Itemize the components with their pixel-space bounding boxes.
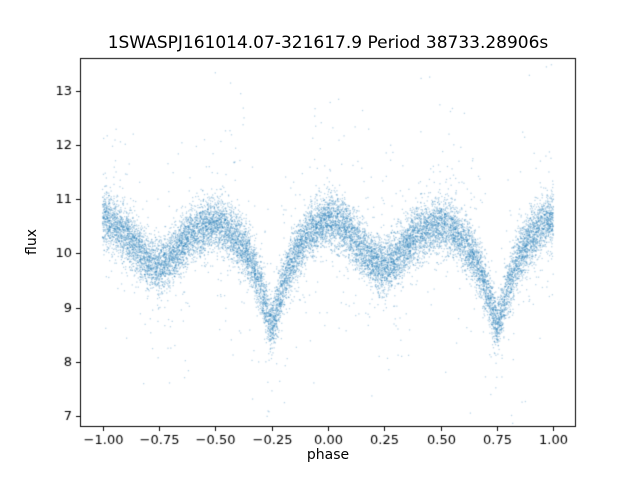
chart-title: 1SWASPJ161014.07-321617.9 Period 38733.2…: [107, 33, 549, 53]
y-axis-label: flux: [24, 229, 40, 255]
x-axis-label: phase: [306, 447, 350, 463]
